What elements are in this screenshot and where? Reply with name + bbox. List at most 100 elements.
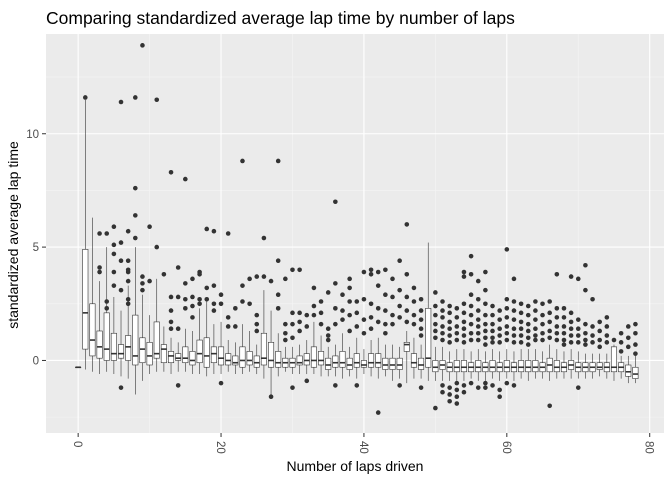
outlier-point	[204, 226, 210, 232]
box-65	[539, 301, 546, 379]
box-iqr	[339, 351, 346, 368]
outlier-point	[261, 274, 267, 279]
outlier-point	[547, 299, 552, 304]
outlier-point	[325, 290, 331, 295]
box-iqr	[318, 351, 325, 366]
box-iqr	[389, 357, 396, 370]
box-46	[403, 222, 410, 384]
outlier-point	[490, 312, 495, 318]
outlier-point	[504, 330, 510, 336]
outlier-point	[318, 310, 324, 316]
box-3	[96, 231, 103, 375]
outlier-point	[475, 385, 481, 390]
box-4	[103, 231, 110, 372]
box-iqr	[346, 357, 353, 370]
outlier-point	[97, 269, 102, 275]
outlier-point	[283, 330, 288, 336]
outlier-point	[518, 340, 524, 345]
outlier-point	[168, 319, 174, 325]
outlier-point	[447, 385, 452, 390]
outlier-point	[518, 326, 524, 332]
box-iqr	[125, 335, 132, 361]
outlier-point	[475, 317, 481, 322]
outlier-point	[125, 258, 131, 264]
outlier-point	[433, 405, 438, 411]
outlier-point	[483, 269, 488, 275]
box-18	[203, 226, 210, 377]
outlier-point	[547, 319, 552, 325]
outlier-point	[190, 303, 195, 309]
outlier-point	[311, 312, 317, 318]
outlier-point	[575, 317, 581, 322]
outlier-point	[433, 303, 438, 309]
box-iqr	[203, 337, 210, 368]
box-68	[560, 306, 567, 379]
outlier-point	[347, 299, 352, 304]
box-52	[446, 303, 453, 404]
outlier-point	[233, 306, 238, 311]
outlier-point	[447, 392, 452, 397]
box-iqr	[96, 330, 103, 359]
outlier-point	[604, 315, 610, 320]
outlier-point	[433, 290, 438, 295]
outlier-point	[168, 169, 174, 175]
outlier-point	[297, 267, 302, 273]
x-axis-label: Number of laps driven	[287, 458, 424, 474]
outlier-point	[190, 276, 195, 282]
outlier-point	[468, 303, 474, 309]
outlier-point	[475, 330, 481, 336]
box-55	[468, 253, 475, 386]
box-12	[160, 272, 167, 372]
outlier-point	[283, 337, 288, 343]
box-70	[575, 276, 582, 390]
box-77	[625, 324, 632, 384]
y-tick-label: 10	[26, 129, 39, 141]
outlier-point	[504, 247, 510, 252]
outlier-point	[447, 310, 452, 316]
outlier-point	[311, 303, 317, 309]
outlier-point	[375, 319, 381, 325]
box-iqr	[310, 346, 317, 368]
outlier-point	[583, 321, 588, 327]
box-iqr	[146, 342, 153, 366]
outlier-point	[440, 389, 445, 395]
box-26	[260, 235, 267, 379]
outlier-point	[511, 317, 517, 322]
outlier-point	[183, 176, 188, 182]
outlier-point	[483, 301, 488, 307]
outlier-point	[140, 281, 145, 286]
outlier-point	[454, 306, 460, 311]
box-35	[325, 290, 332, 377]
outlier-point	[411, 285, 417, 291]
box-39	[353, 299, 360, 388]
outlier-point	[597, 328, 602, 334]
box-43	[382, 267, 389, 377]
outlier-point	[297, 319, 302, 325]
outlier-point	[447, 398, 452, 404]
box-iqr	[425, 308, 432, 368]
outlier-point	[261, 235, 267, 241]
outlier-point	[211, 228, 217, 234]
outlier-point	[540, 330, 545, 336]
outlier-point	[554, 315, 560, 320]
box-iqr	[175, 353, 182, 361]
box-0	[75, 366, 82, 369]
box-16	[189, 276, 196, 375]
outlier-point	[404, 222, 410, 227]
box-6	[118, 99, 125, 390]
outlier-point	[404, 308, 410, 313]
outlier-point	[175, 383, 181, 388]
box-64	[532, 299, 539, 379]
outlier-point	[397, 315, 402, 320]
outlier-point	[418, 296, 424, 302]
outlier-point	[468, 253, 474, 259]
box-58	[489, 303, 496, 388]
box-iqr	[625, 364, 632, 377]
outlier-point	[275, 158, 281, 164]
box-iqr	[403, 342, 410, 352]
outlier-point	[475, 308, 481, 313]
box-25	[253, 274, 260, 375]
outlier-point	[511, 383, 517, 388]
outlier-point	[340, 317, 345, 322]
box-50	[432, 290, 439, 411]
